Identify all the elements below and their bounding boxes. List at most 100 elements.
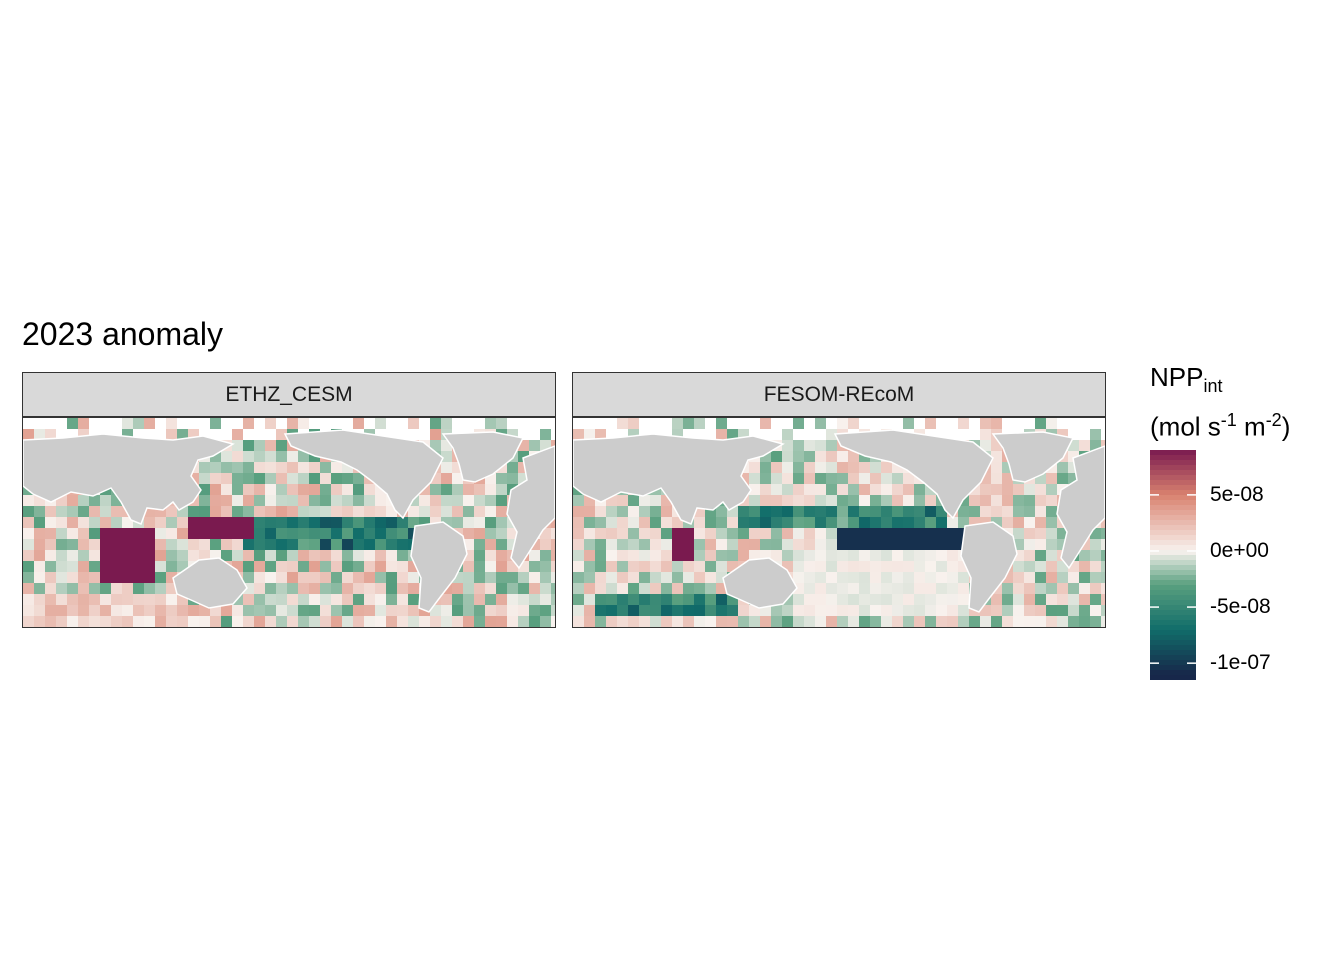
anomaly-cell [628, 583, 639, 594]
anomaly-cell [606, 594, 617, 605]
anomaly-cell [694, 506, 705, 517]
anomaly-cell [595, 506, 606, 517]
anomaly-cell [364, 506, 375, 517]
anomaly-cell [826, 495, 837, 506]
anomaly-cell [804, 495, 815, 506]
anomaly-cell [78, 616, 89, 627]
anomaly-cell [804, 506, 815, 517]
anomaly-cell [628, 605, 639, 616]
anomaly-cell [1024, 528, 1035, 539]
anomaly-cell [826, 429, 837, 440]
anomaly-cell [1013, 594, 1024, 605]
anomaly-cell [870, 506, 881, 517]
anomaly-cell [760, 462, 771, 473]
anomaly-cell [991, 473, 1002, 484]
anomaly-cell [1035, 572, 1046, 583]
anomaly-cell [177, 539, 188, 550]
anomaly-cell [232, 462, 243, 473]
anomaly-cell [584, 517, 595, 528]
anomaly-cell [1013, 495, 1024, 506]
anomaly-cell [232, 451, 243, 462]
anomaly-cell [903, 550, 914, 561]
anomaly-cell [177, 594, 188, 605]
anomaly-cell [892, 462, 903, 473]
anomaly-cell [144, 572, 155, 583]
anomaly-cell [485, 561, 496, 572]
anomaly-cell [507, 429, 518, 440]
anomaly-cell [100, 572, 111, 583]
anomaly-cell [529, 616, 540, 627]
anomaly-cell [56, 517, 67, 528]
anomaly-cell [650, 517, 661, 528]
anomaly-cell [199, 495, 210, 506]
anomaly-cell [298, 583, 309, 594]
colorbar-segment [1150, 670, 1196, 676]
anomaly-cell [254, 583, 265, 594]
anomaly-cell [408, 594, 419, 605]
anomaly-cell [430, 506, 441, 517]
anomaly-cell [936, 583, 947, 594]
anomaly-cell [804, 605, 815, 616]
anomaly-cell [914, 583, 925, 594]
anomaly-cell [298, 550, 309, 561]
anomaly-cell [45, 429, 56, 440]
anomaly-cell [573, 616, 584, 627]
anomaly-cell [1046, 517, 1057, 528]
anomaly-cell [551, 583, 555, 594]
anomaly-cell [672, 517, 683, 528]
anomaly-cell [694, 594, 705, 605]
anomaly-cell [705, 561, 716, 572]
anomaly-cell [782, 462, 793, 473]
anomaly-cell [133, 616, 144, 627]
anomaly-cell [210, 451, 221, 462]
anomaly-cell [958, 594, 969, 605]
anomaly-cell [639, 495, 650, 506]
anomaly-cell [903, 528, 914, 539]
anomaly-cell [67, 506, 78, 517]
colorbar-segment [1150, 625, 1196, 631]
colorbar-segment [1150, 560, 1196, 566]
anomaly-cell [793, 550, 804, 561]
anomaly-cell [1046, 583, 1057, 594]
anomaly-cell [672, 550, 683, 561]
anomaly-cell [936, 605, 947, 616]
anomaly-cell [991, 484, 1002, 495]
anomaly-cell [276, 451, 287, 462]
anomaly-cell [1035, 583, 1046, 594]
colorbar-segment [1150, 600, 1196, 606]
anomaly-cell [463, 539, 474, 550]
anomaly-cell [1024, 484, 1035, 495]
anomaly-cell [606, 605, 617, 616]
anomaly-cell [793, 528, 804, 539]
anomaly-cell [672, 594, 683, 605]
anomaly-cell [276, 462, 287, 473]
anomaly-cell [265, 418, 276, 429]
anomaly-cell [606, 561, 617, 572]
anomaly-cell [221, 528, 232, 539]
anomaly-cell [331, 572, 342, 583]
anomaly-cell [793, 440, 804, 451]
anomaly-cell [694, 572, 705, 583]
anomaly-cell [639, 517, 650, 528]
anomaly-cell [419, 506, 430, 517]
anomaly-cell [166, 605, 177, 616]
anomaly-cell [881, 572, 892, 583]
colorbar-segment [1150, 660, 1196, 666]
anomaly-cell [210, 506, 221, 517]
anomaly-cell [760, 517, 771, 528]
anomaly-cell [859, 561, 870, 572]
anomaly-cell [782, 429, 793, 440]
anomaly-cell [287, 451, 298, 462]
anomaly-cell [485, 583, 496, 594]
anomaly-cell [639, 506, 650, 517]
anomaly-cell [782, 451, 793, 462]
anomaly-cell [1046, 550, 1057, 561]
anomaly-cell [1057, 528, 1068, 539]
anomaly-cell [936, 506, 947, 517]
anomaly-cell [1046, 495, 1057, 506]
anomaly-cell [1079, 594, 1090, 605]
anomaly-cell [243, 605, 254, 616]
anomaly-cell [991, 594, 1002, 605]
anomaly-cell [1101, 517, 1105, 528]
anomaly-cell [188, 429, 199, 440]
